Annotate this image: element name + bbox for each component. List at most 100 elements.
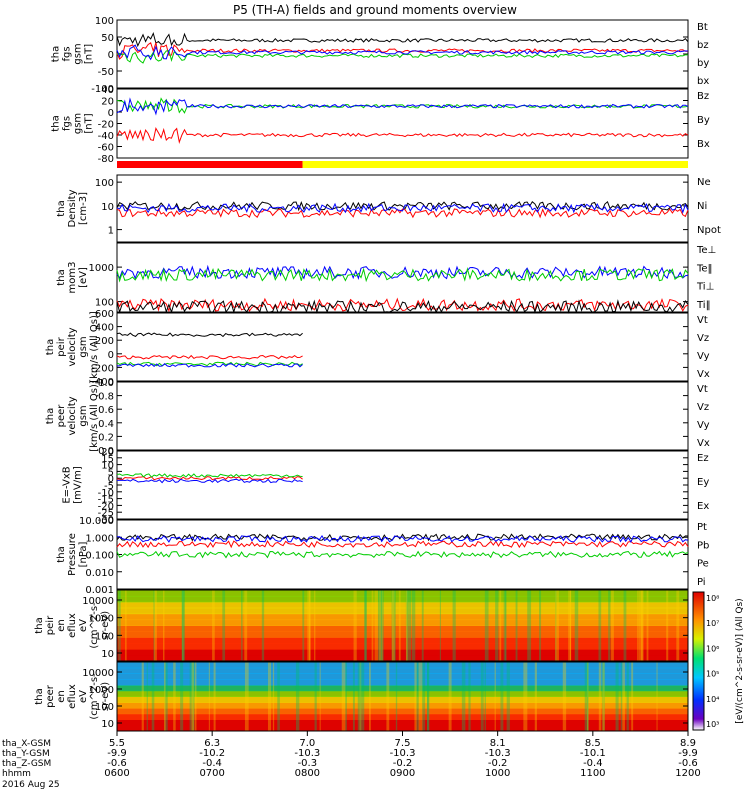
- y-tick-label: -80: [98, 154, 114, 165]
- y-tick-label: 400: [95, 323, 114, 334]
- y-tick-label: 0.100: [85, 551, 114, 562]
- legend-entry: Ex: [697, 501, 709, 512]
- series-line: [116, 550, 689, 559]
- spectrogram-streak: [141, 662, 144, 731]
- y-axis-label: eV: [78, 690, 89, 703]
- spectrogram-streak: [534, 662, 537, 731]
- y-axis-label: tha: [56, 546, 67, 562]
- spectrogram-streak: [484, 662, 486, 731]
- spectrogram-streak: [427, 662, 430, 731]
- spectrogram-streak: [414, 662, 417, 731]
- spectrogram-streak: [374, 590, 379, 661]
- legend-entry: Ni: [697, 201, 707, 212]
- x-tick-label: -10.1: [580, 748, 606, 759]
- y-tick-label: 50: [101, 33, 114, 44]
- y-tick-label: -40: [98, 131, 114, 142]
- x-tick-label: 8.5: [585, 738, 601, 749]
- spectrogram-streak: [193, 662, 195, 731]
- legend-entry: Bz: [697, 91, 709, 102]
- series-line: [116, 127, 689, 144]
- legend-entry: Te⊥: [696, 245, 716, 256]
- spectrogram-streak: [182, 590, 184, 661]
- spectrogram-streak: [448, 662, 452, 731]
- spectrogram-streak: [416, 662, 419, 731]
- legend-entry: Pe: [697, 559, 709, 570]
- y-tick-label: 1.000: [85, 533, 114, 544]
- spectrogram-streak: [555, 590, 559, 661]
- series-line: [117, 478, 303, 484]
- spectrogram-streak: [212, 590, 215, 661]
- spectrogram-streak: [631, 662, 634, 731]
- x-tick-label: -9.9: [678, 748, 698, 759]
- panel-frame: [116, 174, 689, 243]
- y-tick-label: -30: [98, 515, 114, 526]
- y-axis-label: eflux: [67, 613, 78, 638]
- x-tick-label: -10.3: [390, 748, 416, 759]
- x-row-label: tha_X-GSM: [2, 739, 51, 749]
- spectrogram-streak: [406, 590, 408, 661]
- spectrogram-band: [117, 708, 688, 715]
- spectrogram-streak: [302, 590, 305, 661]
- legend-entry: Pt: [697, 522, 707, 533]
- y-axis-label: gsm: [73, 43, 84, 64]
- y-tick-label: 20: [101, 447, 114, 458]
- spectrogram-streak: [646, 590, 649, 661]
- y-axis-label: eV: [78, 619, 89, 632]
- y-tick-label: -60: [98, 143, 114, 154]
- spectrogram-streak: [676, 590, 680, 661]
- x-tick-label: -0.3: [298, 758, 318, 769]
- spectrogram-streak: [213, 662, 216, 731]
- spectrogram-band: [117, 595, 688, 603]
- spectrogram-streak: [418, 662, 423, 731]
- spectrogram-streak: [626, 662, 629, 731]
- x-tick-label: 1200: [675, 768, 700, 779]
- spectrogram-streak: [623, 590, 627, 661]
- legend-entry: By: [697, 115, 710, 126]
- spectrogram-streak: [182, 590, 184, 661]
- spectrogram-band: [117, 655, 688, 662]
- legend-entry: by: [697, 58, 709, 69]
- series-line: [116, 299, 689, 314]
- y-axis-label: (cm^2-s-: [89, 602, 100, 649]
- spectrogram-streak: [377, 590, 382, 661]
- y-axis-label: tha: [34, 688, 45, 704]
- y-axis-label: peer: [56, 404, 67, 428]
- spectrogram-streak: [369, 662, 371, 731]
- spectrogram-band: [117, 601, 688, 609]
- spectrogram-streak: [359, 662, 362, 731]
- spectrogram-streak: [500, 662, 504, 731]
- spectrogram-streak: [352, 662, 355, 731]
- spectrogram-streak: [386, 662, 390, 731]
- y-tick-label: 600: [95, 309, 114, 320]
- spectrogram-streak: [391, 590, 394, 661]
- spectrogram-streak: [574, 590, 579, 661]
- y-axis-label: tha: [56, 269, 67, 285]
- spectrogram-streak: [602, 662, 605, 731]
- spectrogram-streak: [405, 590, 408, 661]
- y-axis-label: en: [56, 690, 67, 703]
- spectrogram-band: [117, 725, 688, 732]
- spectrogram-streak: [314, 590, 316, 661]
- spectrogram-streak: [267, 662, 272, 731]
- series-line: [116, 332, 303, 338]
- spectrogram-streak: [527, 590, 532, 661]
- y-tick-label: 0.0: [98, 446, 114, 457]
- spectrogram-streak: [587, 662, 589, 731]
- x-tick-label: 6.3: [204, 738, 220, 749]
- spectrogram-band: [117, 607, 688, 615]
- spectrogram-band: [117, 673, 688, 680]
- y-tick-label: 0.6: [98, 405, 114, 416]
- y-axis-label: velocity: [67, 396, 78, 435]
- y-tick-label: -200: [91, 363, 114, 374]
- colorbar-tick-label: 10⁶: [706, 644, 719, 653]
- x-tick-label: -10.3: [485, 748, 511, 759]
- spectrogram-streak: [153, 590, 155, 661]
- series-line: [116, 50, 689, 64]
- spectrogram-band: [117, 667, 688, 674]
- y-axis-label: peir: [45, 615, 56, 635]
- series-line: [116, 476, 303, 481]
- spectrogram-streak: [523, 662, 528, 731]
- y-tick-label: 0.2: [98, 432, 114, 443]
- spectrogram-band: [117, 696, 688, 703]
